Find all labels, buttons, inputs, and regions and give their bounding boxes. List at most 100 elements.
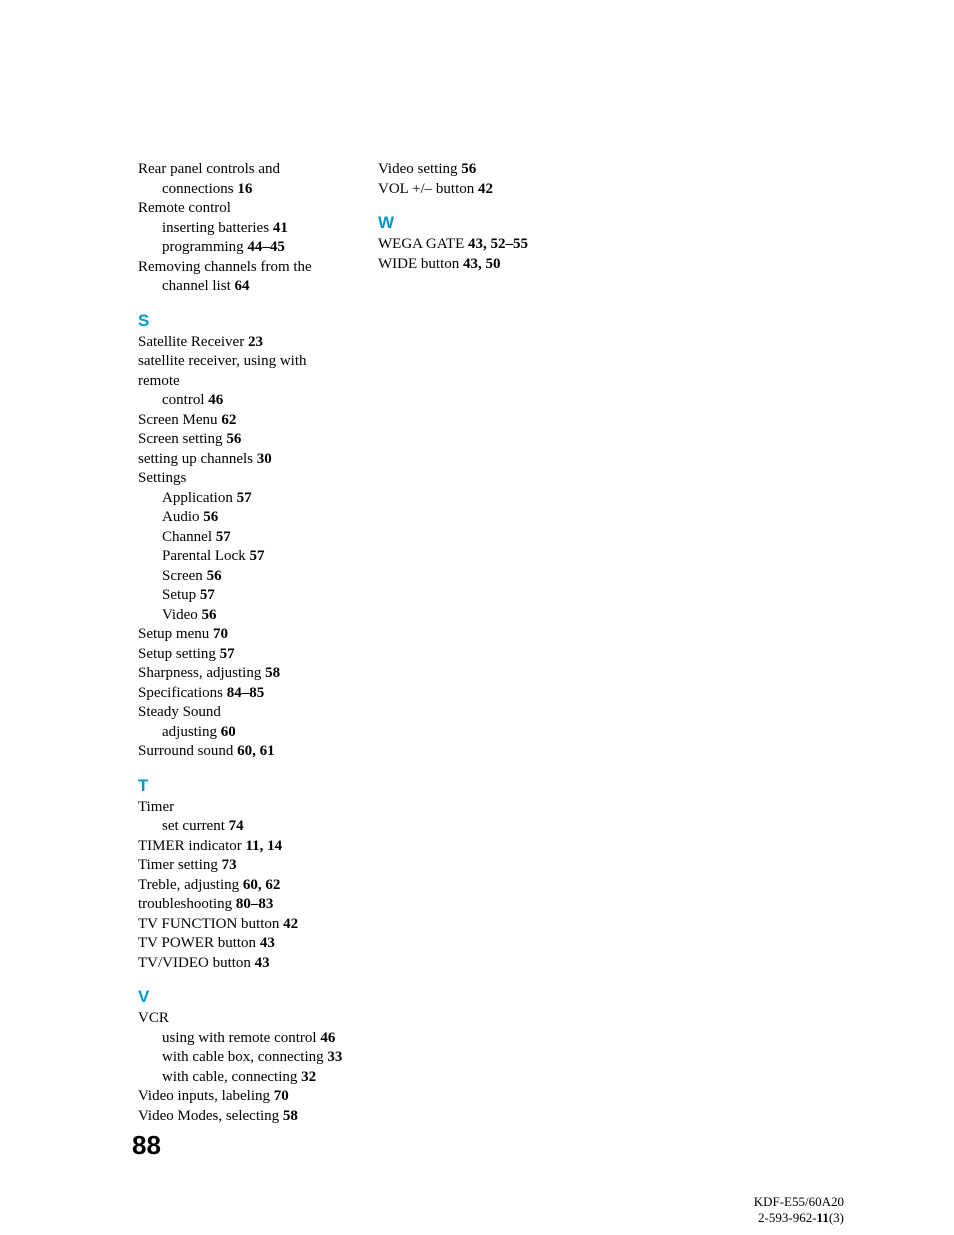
index-entry-pages: 43 [255, 955, 270, 971]
index-entry: inserting batteries 41 [138, 219, 350, 239]
index-entry: Setup setting 57 [138, 645, 350, 665]
index-entry-pages: 33 [327, 1049, 342, 1065]
index-entry-text: control [162, 392, 208, 408]
index-entry-text: Audio [162, 509, 203, 525]
index-entry-text: troubleshooting [138, 896, 236, 912]
index-entry-text: Sharpness, adjusting [138, 665, 265, 681]
index-entry-text: Timer [138, 799, 174, 815]
index-entry-text: TV FUNCTION button [138, 916, 283, 932]
index-entry-pages: 58 [283, 1108, 298, 1124]
index-entry-text: Video Modes, selecting [138, 1108, 283, 1124]
index-entry: with cable, connecting 32 [138, 1068, 350, 1088]
index-entry: Timer [138, 798, 350, 818]
index-entry: Screen 56 [138, 567, 350, 587]
index-entry-pages: 64 [234, 278, 249, 294]
index-entry-pages: 32 [301, 1069, 316, 1085]
index-entry-text: with cable, connecting [162, 1069, 301, 1085]
index-entry-pages: 23 [248, 334, 263, 350]
index-entry-pages: 80–83 [236, 896, 274, 912]
index-entry: Setup 57 [138, 586, 350, 606]
index-entry: Satellite Receiver 23 [138, 333, 350, 353]
index-entry-pages: 57 [216, 529, 231, 545]
footer-docnum: 2-593-962-11(3) [754, 1210, 844, 1226]
index-entry: TV/VIDEO button 43 [138, 954, 350, 974]
index-entry-pages: 60 [221, 724, 236, 740]
index-entry-pages: 11, 14 [245, 838, 282, 854]
index-entry-text: satellite receiver, using with remote [138, 353, 307, 389]
index-entry: Parental Lock 57 [138, 547, 350, 567]
index-column: Video setting 56VOL +/– button 42WWEGA G… [378, 160, 590, 1126]
index-entry: Video setting 56 [378, 160, 590, 180]
index-entry-text: Satellite Receiver [138, 334, 248, 350]
index-entry-text: TV/VIDEO button [138, 955, 255, 971]
index-entry-text: Screen setting [138, 431, 226, 447]
index-entry-pages: 73 [222, 857, 237, 873]
index-entry-pages: 57 [249, 548, 264, 564]
index-entry-text: VOL +/– button [378, 181, 478, 197]
index-entry: Remote control [138, 199, 350, 219]
index-entry: TV POWER button 43 [138, 934, 350, 954]
index-entry-pages: 16 [237, 181, 252, 197]
index-entry: Audio 56 [138, 508, 350, 528]
index-entry: TV FUNCTION button 42 [138, 915, 350, 935]
index-entry-pages: 42 [478, 181, 493, 197]
index-entry-text: with cable box, connecting [162, 1049, 327, 1065]
index-entry: WIDE button 43, 50 [378, 255, 590, 275]
index-entry-pages: 56 [207, 568, 222, 584]
index-letter-heading: V [138, 987, 350, 1007]
index-entry: Steady Sound [138, 703, 350, 723]
index-entry-pages: 43 [260, 935, 275, 951]
index-entry-text: Setup [162, 587, 200, 603]
index-entry-pages: 43, 50 [463, 256, 501, 272]
index-entry: Specifications 84–85 [138, 684, 350, 704]
index-entry-text: Setup menu [138, 626, 213, 642]
index-columns: Rear panel controls and connections 16Re… [138, 160, 590, 1126]
index-entry-text: Channel [162, 529, 216, 545]
index-entry-pages: 41 [273, 220, 288, 236]
index-entry-text: WIDE button [378, 256, 463, 272]
index-entry-text: using with remote control [162, 1030, 320, 1046]
index-entry: channel list 64 [138, 277, 350, 297]
index-entry-pages: 56 [202, 607, 217, 623]
index-entry-text: Specifications [138, 685, 227, 701]
index-entry: with cable box, connecting 33 [138, 1048, 350, 1068]
index-entry-pages: 30 [257, 451, 272, 467]
index-entry-text: Screen Menu [138, 412, 221, 428]
index-entry-text: Surround sound [138, 743, 237, 759]
index-entry-text: Removing channels from the [138, 259, 312, 275]
index-entry-text: TV POWER button [138, 935, 260, 951]
index-entry-text: Settings [138, 470, 186, 486]
index-entry-pages: 60, 61 [237, 743, 275, 759]
index-column: Rear panel controls and connections 16Re… [138, 160, 350, 1126]
index-entry-text: set current [162, 818, 229, 834]
index-entry-pages: 57 [237, 490, 252, 506]
index-entry-pages: 70 [213, 626, 228, 642]
index-entry-text: channel list [162, 278, 234, 294]
index-entry: connections 16 [138, 180, 350, 200]
index-entry: Channel 57 [138, 528, 350, 548]
index-entry: Treble, adjusting 60, 62 [138, 876, 350, 896]
index-entry-pages: 46 [208, 392, 223, 408]
index-entry-text: Screen [162, 568, 207, 584]
index-entry: setting up channels 30 [138, 450, 350, 470]
index-entry: Application 57 [138, 489, 350, 509]
footer-doc-bold: 11 [817, 1210, 829, 1225]
index-entry: Removing channels from the [138, 258, 350, 278]
footer-doc-suffix: (3) [829, 1210, 844, 1225]
index-entry-text: Timer setting [138, 857, 222, 873]
index-entry: troubleshooting 80–83 [138, 895, 350, 915]
index-entry: Video Modes, selecting 58 [138, 1107, 350, 1127]
index-entry-text: Rear panel controls and [138, 161, 280, 177]
index-entry-pages: 56 [203, 509, 218, 525]
index-entry-text: Remote control [138, 200, 231, 216]
index-entry-text: Treble, adjusting [138, 877, 243, 893]
index-entry: Rear panel controls and [138, 160, 350, 180]
index-entry-pages: 70 [274, 1088, 289, 1104]
index-entry-pages: 58 [265, 665, 280, 681]
index-entry-text: Steady Sound [138, 704, 221, 720]
footer: KDF-E55/60A20 2-593-962-11(3) [754, 1194, 844, 1227]
index-entry-pages: 44–45 [247, 239, 285, 255]
index-entry: Video inputs, labeling 70 [138, 1087, 350, 1107]
index-entry-text: Video [162, 607, 202, 623]
index-letter-heading: W [378, 213, 590, 233]
